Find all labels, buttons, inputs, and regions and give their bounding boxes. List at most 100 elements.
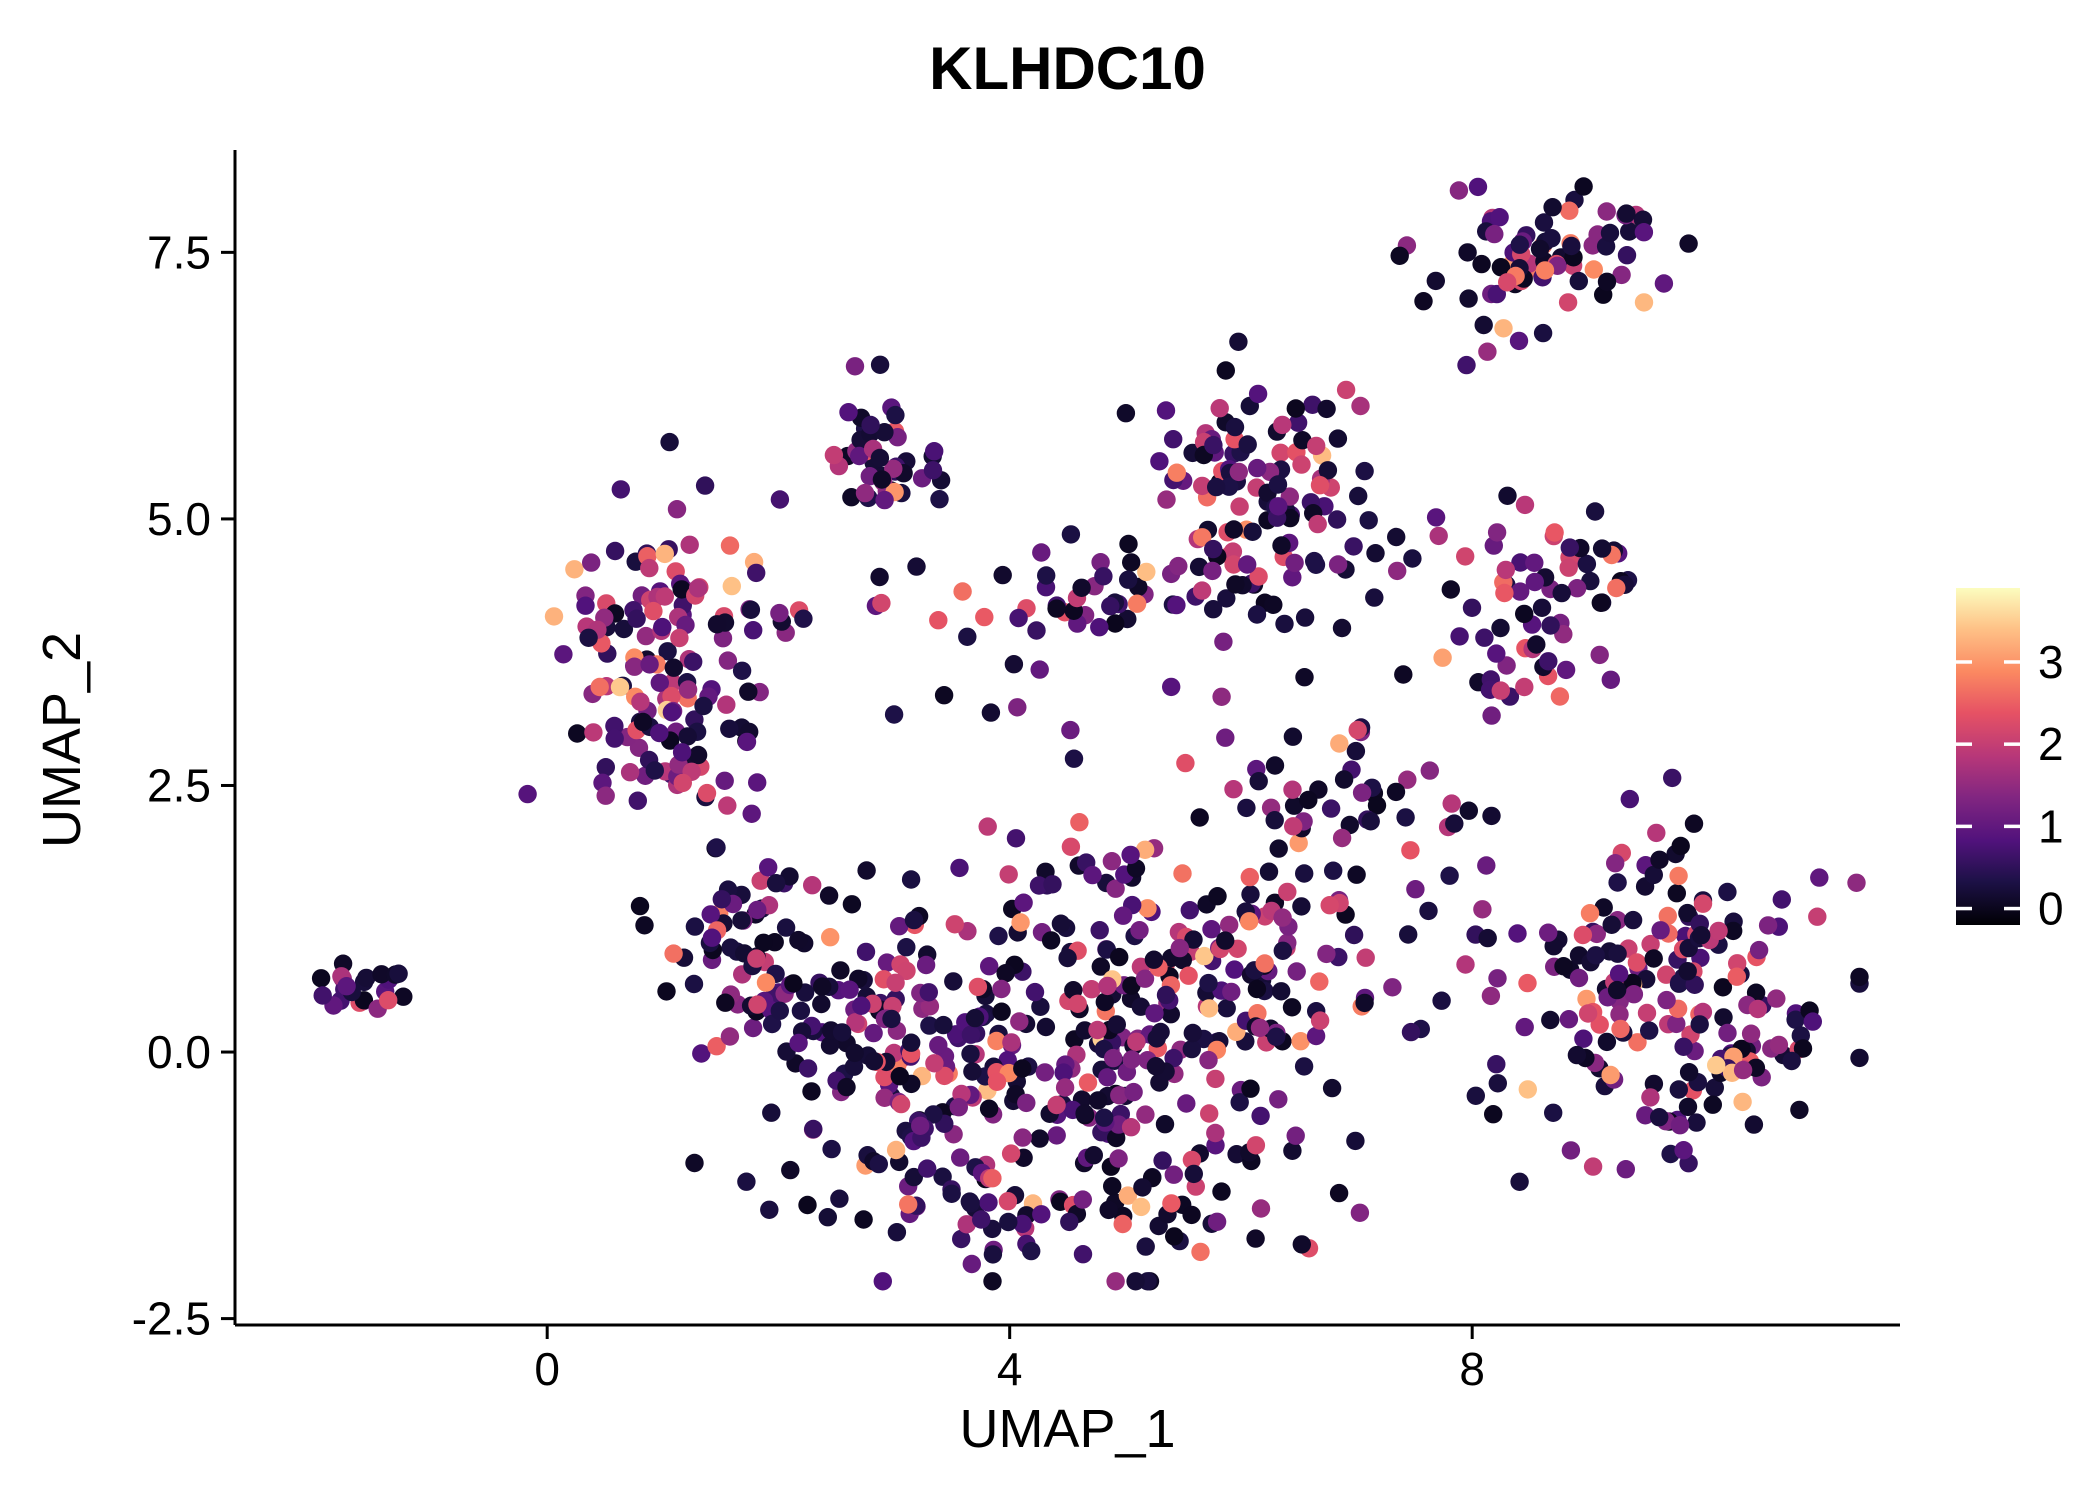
data-point	[1238, 435, 1257, 454]
data-point	[886, 973, 905, 992]
data-point	[701, 905, 720, 924]
y-tick-label: 7.5	[147, 226, 211, 278]
data-point	[1303, 395, 1322, 414]
data-point	[1216, 931, 1235, 950]
data-point	[684, 652, 703, 671]
data-point	[989, 926, 1008, 946]
data-point	[1156, 401, 1176, 420]
data-point	[1366, 544, 1385, 563]
data-point	[1490, 208, 1509, 227]
data-point	[1515, 604, 1534, 624]
data-point	[845, 357, 865, 376]
data-point	[1240, 867, 1260, 887]
data-point	[1365, 588, 1384, 607]
data-point	[837, 1077, 856, 1097]
data-point	[1329, 1183, 1349, 1203]
data-point	[822, 1139, 841, 1159]
data-point	[1786, 1010, 1805, 1029]
data-point	[1491, 681, 1511, 700]
data-point	[1249, 567, 1268, 586]
data-point	[1150, 452, 1169, 471]
data-point	[372, 965, 391, 984]
data-point	[992, 1002, 1011, 1021]
data-point	[1184, 930, 1203, 949]
data-point	[1135, 969, 1155, 988]
data-point	[1508, 924, 1527, 943]
data-point	[1014, 893, 1033, 912]
data-point	[1247, 979, 1267, 999]
data-point	[1251, 1199, 1271, 1218]
data-point	[1515, 677, 1534, 697]
data-point	[1004, 655, 1024, 674]
data-point	[1707, 1056, 1726, 1075]
data-point	[961, 1025, 981, 1044]
data-point	[1241, 1079, 1260, 1098]
data-point	[1272, 536, 1291, 555]
data-point	[1170, 938, 1190, 958]
data-point	[1810, 868, 1829, 887]
data-point	[1220, 915, 1239, 935]
data-point	[812, 994, 831, 1014]
data-point	[1268, 475, 1288, 494]
data-point	[993, 565, 1012, 585]
data-point	[645, 761, 664, 780]
data-point	[1617, 204, 1636, 223]
data-point	[1351, 396, 1370, 416]
data-point	[1327, 510, 1347, 529]
data-point	[952, 1229, 971, 1249]
data-point	[1616, 1160, 1636, 1179]
data-point	[831, 961, 850, 980]
data-point	[1767, 989, 1786, 1008]
data-point	[770, 490, 790, 509]
data-point	[715, 771, 734, 790]
data-point	[979, 1099, 999, 1118]
data-point	[1283, 780, 1302, 799]
data-point	[1136, 1105, 1155, 1124]
data-point	[869, 1154, 888, 1174]
data-point	[1640, 1021, 1659, 1040]
data-point	[664, 944, 683, 963]
data-point	[979, 1193, 998, 1212]
data-point	[1162, 677, 1181, 697]
data-point	[1458, 243, 1477, 262]
data-point	[1481, 986, 1501, 1006]
data-point	[1539, 923, 1558, 942]
data-point	[1459, 289, 1478, 308]
data-point	[1690, 1015, 1709, 1034]
data-point	[864, 1052, 884, 1071]
data-point	[1569, 968, 1589, 988]
data-point	[1200, 1104, 1219, 1123]
data-point	[1037, 566, 1056, 585]
data-point	[1669, 866, 1688, 886]
data-point	[1348, 720, 1367, 740]
data-point	[1110, 1086, 1129, 1105]
data-point	[1332, 828, 1352, 848]
data-point	[1620, 222, 1639, 241]
data-point	[1573, 925, 1593, 945]
data-point	[1031, 997, 1050, 1016]
data-point	[842, 895, 862, 914]
data-point	[1515, 495, 1535, 515]
data-point	[1478, 928, 1497, 948]
data-point	[1334, 770, 1354, 789]
data-point	[1199, 1050, 1218, 1070]
data-point	[1292, 897, 1311, 916]
data-point	[1401, 1022, 1421, 1042]
data-point	[1650, 1108, 1669, 1127]
data-point	[1013, 1059, 1032, 1078]
data-point	[882, 1009, 901, 1029]
data-point	[980, 957, 999, 976]
data-point	[770, 1001, 789, 1020]
data-point	[1627, 953, 1647, 972]
data-point	[628, 791, 647, 810]
data-point	[1429, 526, 1448, 546]
data-point	[1567, 579, 1587, 598]
data-point	[1269, 497, 1288, 516]
data-point	[1728, 954, 1747, 973]
data-point	[875, 1067, 894, 1087]
data-point	[1095, 992, 1115, 1012]
data-point	[680, 535, 699, 554]
data-point	[1060, 1212, 1079, 1232]
data-point	[625, 657, 644, 676]
data-point	[1248, 384, 1268, 404]
